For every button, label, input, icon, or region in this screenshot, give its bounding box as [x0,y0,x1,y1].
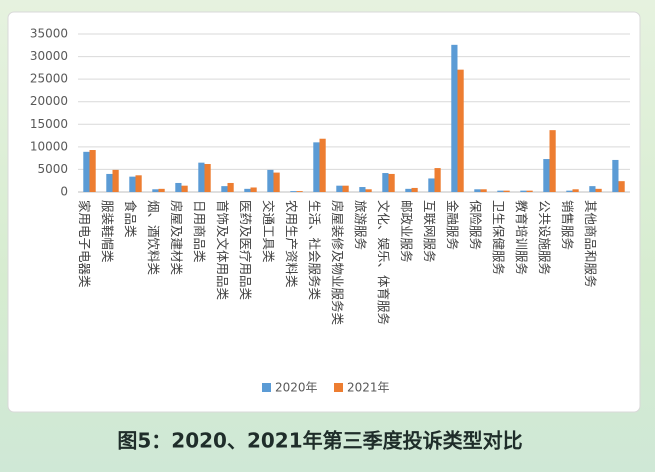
y-tick-label: 5000 [37,162,68,176]
bar [382,173,389,192]
bar [198,162,205,192]
bar [296,191,303,192]
x-tick-label: 金融服务 [445,200,460,250]
bar [457,69,464,192]
x-tick-label: 日用商品类 [192,200,207,263]
bar [336,185,343,192]
bar [244,188,251,192]
y-tick-label: 20000 [30,94,68,108]
y-tick-label: 25000 [30,72,68,86]
bar [152,189,159,192]
bar [290,191,297,192]
x-tick-label: 教育培训服务 [514,200,529,275]
bar [434,168,441,192]
bar [221,186,228,192]
y-tick-label: 15000 [30,117,68,131]
x-tick-label: 保险服务 [468,200,483,250]
x-tick-label: 文化、娱乐、体育服务 [376,200,391,325]
x-tick-label: 销售服务 [560,200,575,250]
legend-label: 2020年 [275,381,318,395]
bar [204,164,211,192]
x-tick-label: 服装鞋帽类 [100,200,115,263]
x-tick-label: 交通工具类 [261,200,276,263]
x-tick-label: 家用电子电器类 [77,200,92,288]
legend-label: 2021年 [347,381,390,395]
x-tick-label: 烟、酒饮料类 [146,200,161,276]
x-tick-label: 其他商品和服务 [583,200,598,288]
bar [181,185,188,192]
bar [618,181,625,192]
bar [135,175,142,192]
bar [405,188,412,192]
chart-box [7,11,641,413]
bar [388,173,395,192]
x-tick-label: 公共设施服务 [537,200,552,275]
x-tick-label: 食品类 [123,200,138,238]
bar [250,187,257,192]
chart-title: 图5：2020、2021年第三季度投诉类型对比 [117,429,522,453]
bar [595,188,602,192]
bar [474,189,481,192]
legend-swatch [334,383,343,392]
bar [158,188,165,192]
x-tick-label: 卫生保健服务 [491,200,506,275]
bar [451,44,458,192]
x-tick-label: 邮政业服务 [399,200,414,263]
bar [89,150,96,192]
bar [497,190,504,192]
bar [313,142,320,192]
bar [549,130,556,192]
x-tick-label: 互联网服务 [422,200,437,263]
bar [129,176,136,192]
bar [175,182,182,192]
bar [106,173,113,192]
bar [359,187,366,192]
bar [480,189,487,192]
bar [227,182,234,192]
bar [267,169,274,192]
bar [503,190,510,192]
bar [319,138,326,192]
bar [543,159,550,192]
legend-swatch [262,383,271,392]
x-tick-label: 旅游服务 [353,200,368,250]
x-tick-label: 房屋及建材类 [169,200,184,276]
bar [411,187,418,192]
bar [589,186,596,192]
x-tick-label: 房屋装修及物业服务类 [330,200,345,326]
bar [428,178,435,192]
bar [112,169,119,192]
bar [365,189,372,192]
y-tick-label: 35000 [30,27,68,41]
x-tick-label: 首饰及文体用品类 [215,200,230,301]
y-tick-label: 30000 [30,49,68,63]
bar [83,151,90,192]
y-tick-label: 10000 [30,139,68,153]
x-tick-label: 医药及医疗用品类 [238,200,253,301]
bar [342,185,349,192]
bar [273,172,280,192]
x-tick-label: 农用生产资料类 [284,200,299,288]
bar [572,189,579,192]
x-tick-label: 生活、社会服务类 [307,200,322,301]
bar [566,190,573,192]
bar [526,190,533,192]
bar [520,190,527,192]
bar [612,159,619,192]
y-tick-label: 0 [60,185,68,199]
